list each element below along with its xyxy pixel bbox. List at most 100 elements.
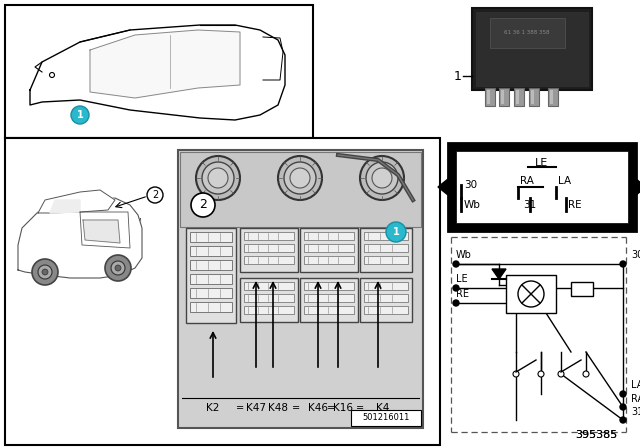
Bar [476,12,588,86]
Bar [300,278,358,322]
Circle shape [453,300,459,306]
Circle shape [513,371,519,377]
Bar [485,88,495,106]
Bar [304,294,354,302]
Bar [448,143,636,231]
Text: Wb: Wb [464,200,481,210]
Text: 1: 1 [454,69,462,82]
Polygon shape [30,25,285,120]
Text: 61 36 1 388 358: 61 36 1 388 358 [504,30,550,35]
Bar [516,90,519,104]
Text: Wb: Wb [456,250,472,260]
Circle shape [49,73,54,78]
Text: K47: K47 [246,403,266,413]
Bar [190,302,232,312]
Bar [364,294,408,302]
Polygon shape [90,30,240,98]
Circle shape [620,391,626,397]
Bar [5,138,440,445]
Text: =: = [356,403,364,413]
Text: RE: RE [568,200,582,210]
Bar [190,260,232,270]
Bar [244,244,294,252]
Bar [529,88,539,106]
Polygon shape [18,198,142,278]
Polygon shape [636,179,640,195]
Bar [304,232,354,240]
Bar [351,410,421,426]
Bar [190,246,232,256]
Circle shape [284,162,316,194]
Text: 31: 31 [524,200,536,210]
Bar [360,278,412,322]
Bar [364,244,408,252]
Text: 395385: 395385 [575,430,617,440]
Text: 2: 2 [199,198,207,211]
Bar [190,232,232,242]
Bar [304,256,354,264]
Text: RE: RE [456,289,469,299]
Circle shape [538,371,544,377]
Bar [499,88,509,106]
Text: 30: 30 [464,180,477,190]
Text: LE: LE [456,274,468,284]
Circle shape [191,193,215,217]
Bar [571,282,593,296]
Circle shape [147,187,163,203]
Bar [240,228,298,272]
Polygon shape [492,269,506,279]
Circle shape [453,285,459,291]
Text: K48: K48 [268,403,288,413]
Bar [304,282,354,290]
Text: RA: RA [520,176,534,186]
Text: 501216011: 501216011 [362,414,410,422]
Bar [244,232,294,240]
Text: RA: RA [631,394,640,404]
Text: =: = [236,403,244,413]
Bar [300,228,358,272]
Circle shape [360,156,404,200]
Circle shape [38,265,52,279]
Bar [190,274,232,284]
Circle shape [208,168,228,188]
Text: K2: K2 [206,403,220,413]
Circle shape [115,265,121,271]
Bar [178,150,423,428]
Circle shape [105,255,131,281]
Text: 31: 31 [631,407,640,417]
Circle shape [372,168,392,188]
Bar [240,278,298,322]
Text: LA: LA [558,176,571,186]
Text: LA: LA [631,380,640,390]
Circle shape [453,261,459,267]
Text: K4: K4 [376,403,390,413]
Text: 2: 2 [152,190,158,200]
Bar [5,5,313,138]
Bar [244,294,294,302]
Text: 1: 1 [392,227,399,237]
Polygon shape [83,220,120,243]
Bar [364,282,408,290]
Circle shape [71,106,89,124]
Circle shape [290,168,310,188]
Circle shape [386,222,406,242]
Text: K46: K46 [308,403,328,413]
Circle shape [42,269,48,275]
Bar [531,90,534,104]
Bar [472,8,592,90]
Bar [514,88,524,106]
Text: K16: K16 [333,403,353,413]
Bar [304,306,354,314]
Polygon shape [438,179,448,195]
Bar [304,244,354,252]
Bar [548,88,558,106]
Bar [364,306,408,314]
Circle shape [111,261,125,275]
Polygon shape [50,200,80,213]
Bar [364,232,408,240]
Circle shape [366,162,398,194]
Bar [180,152,421,227]
Bar [456,151,628,223]
Polygon shape [38,190,115,213]
Bar [244,256,294,264]
